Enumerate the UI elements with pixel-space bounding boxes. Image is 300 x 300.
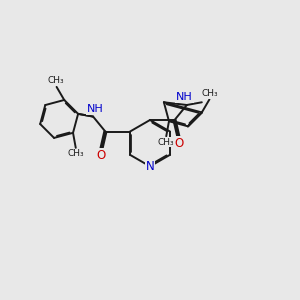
Text: CH₃: CH₃ — [48, 76, 64, 85]
Text: CH₃: CH₃ — [202, 89, 218, 98]
Text: O: O — [175, 137, 184, 150]
Text: CH₃: CH₃ — [68, 149, 85, 158]
Text: CH₃: CH₃ — [158, 138, 174, 147]
Text: NH: NH — [176, 92, 193, 102]
Text: NH: NH — [87, 104, 104, 114]
Text: O: O — [96, 149, 105, 162]
Text: N: N — [146, 160, 154, 173]
